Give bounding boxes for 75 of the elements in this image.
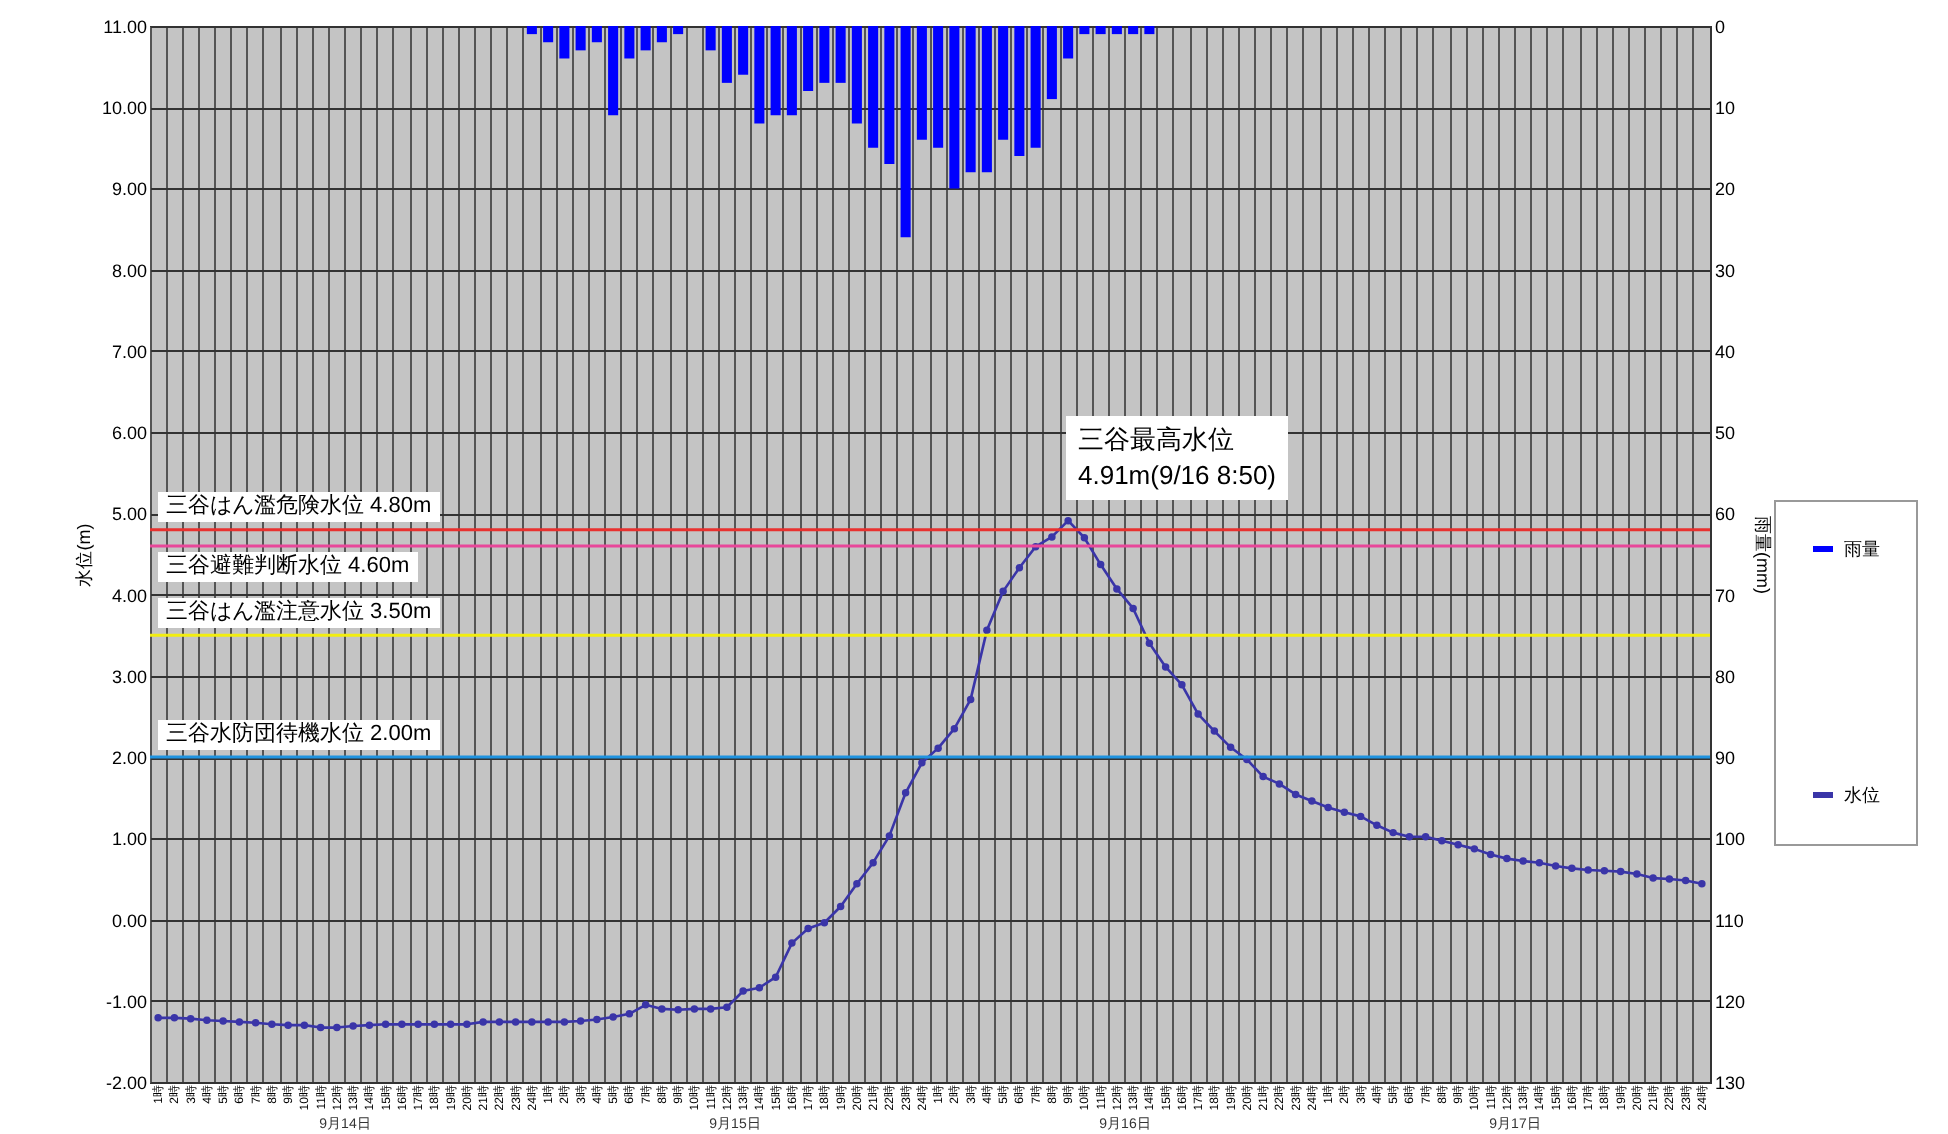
bar [965,26,976,173]
y2-tick-label: 30 [1715,260,1736,281]
bar [1095,26,1106,35]
bar [998,26,1009,140]
ref-line-label: 三谷はん濫危険水位 4.80m [158,491,440,522]
y2-tick-label: 80 [1715,666,1736,687]
y-tick-label: -1.00 [105,991,147,1012]
bar [656,26,667,43]
y2-tick-label: 0 [1715,17,1726,37]
y2-tick-label: 60 [1715,504,1736,525]
annotation: 三谷最高水位 4.91m(9/16 8:50) [1066,416,1289,500]
y-tick-label: 1.00 [111,829,147,850]
y-axis-title: 水位(m) [73,523,94,587]
y2-tick-label: 20 [1715,179,1736,200]
y2-axis-title: 雨量(mm) [1753,516,1774,594]
y2-tick-label: 110 [1715,910,1744,931]
y-tick-label: 10.00 [101,98,147,119]
bar [640,26,651,51]
bar [933,26,944,148]
bar [754,26,765,124]
y-tick-label: 3.00 [111,666,147,687]
y2-tick-label: 70 [1715,585,1736,606]
bar [868,26,879,148]
ref-line-label: 三谷水防団待機水位 2.00m [158,719,440,750]
bar [543,26,554,43]
y2-tick-label: 130 [1715,1073,1746,1093]
bar [884,26,895,165]
bar [1014,26,1025,156]
bar [835,26,846,83]
bar [1063,26,1074,59]
bar [1128,26,1139,35]
y-tick-label: 8.00 [111,260,147,281]
bar [803,26,814,91]
bar [738,26,749,75]
y-tick-label: 5.00 [111,504,147,525]
bar [916,26,927,140]
bar [770,26,781,116]
ref-line-label: 三谷避難判断水位 4.60m [158,551,418,582]
y2-tick-label: 90 [1715,748,1736,769]
bar [949,26,960,189]
bar [575,26,586,51]
bar [608,26,619,116]
bar [1079,26,1090,35]
y2-tick-label: 100 [1715,829,1746,850]
bar [819,26,830,83]
bar [559,26,570,59]
bar [721,26,732,83]
legend-label: 雨量 [1844,539,1880,559]
bar [673,26,684,35]
bar [1046,26,1057,100]
y-tick-label: 2.00 [111,748,147,769]
bar [591,26,602,43]
y2-tick-label: 50 [1715,423,1736,444]
y-tick-label: 6.00 [111,423,147,444]
bar [981,26,992,173]
y2-tick-label: 120 [1715,991,1746,1012]
bar [1030,26,1041,148]
bar [851,26,862,124]
bar [705,26,716,51]
ref-line-label: 三谷はん濫注意水位 3.50m [158,597,440,628]
bar [1111,26,1122,35]
y-tick-label: 9.00 [111,179,147,200]
bar [1144,26,1155,35]
y-tick-label: -2.00 [105,1073,147,1093]
y-tick-label: 7.00 [111,341,147,362]
bar [624,26,635,59]
legend-label: 水位 [1844,785,1880,805]
bar [900,26,911,238]
y-tick-label: 0.00 [111,910,147,931]
y-tick-label: 4.00 [111,585,147,606]
bar [526,26,537,35]
y2-tick-label: 10 [1715,98,1736,119]
bar [786,26,797,116]
y-tick-label: 11.00 [103,17,147,37]
y2-tick-label: 40 [1715,341,1736,362]
